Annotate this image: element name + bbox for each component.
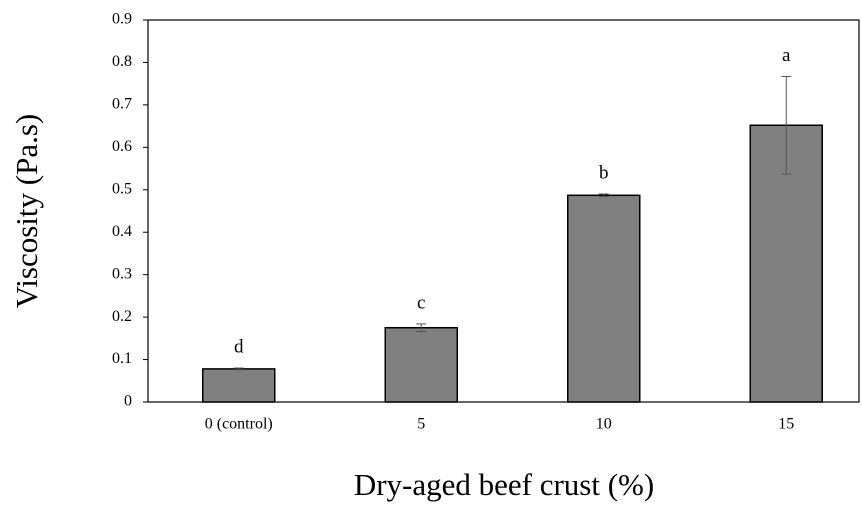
y-tick-label: 0.3 [112, 265, 132, 282]
x-tick-label: 10 [596, 416, 612, 433]
x-tick-label: 15 [778, 416, 794, 433]
annotation: c [417, 292, 425, 313]
y-tick-label: 0.2 [112, 308, 132, 325]
annotation: d [234, 336, 244, 357]
y-axis-title: Viscosity (Pa.s) [9, 114, 44, 308]
y-tick-label: 0.6 [112, 138, 132, 155]
y-tick-label: 0.1 [112, 350, 132, 367]
y-tick-label: 0 [124, 393, 132, 410]
y-tick-label: 0.8 [112, 53, 132, 70]
x-tick-label: 5 [417, 416, 425, 433]
bar [567, 194, 641, 403]
bar [384, 326, 458, 403]
annotation: b [599, 162, 609, 183]
plot-frame [147, 19, 860, 403]
bar [202, 368, 276, 403]
x-axis-title: Dry-aged beef crust (%) [354, 467, 654, 502]
y-tick-label: 0.9 [112, 11, 132, 28]
y-tick-label: 0.4 [112, 223, 132, 240]
x-tick-label: 0 (control) [205, 416, 273, 433]
y-tick-label: 0.5 [112, 180, 132, 197]
annotation: a [782, 45, 791, 66]
y-tick-label: 0.7 [112, 96, 132, 113]
